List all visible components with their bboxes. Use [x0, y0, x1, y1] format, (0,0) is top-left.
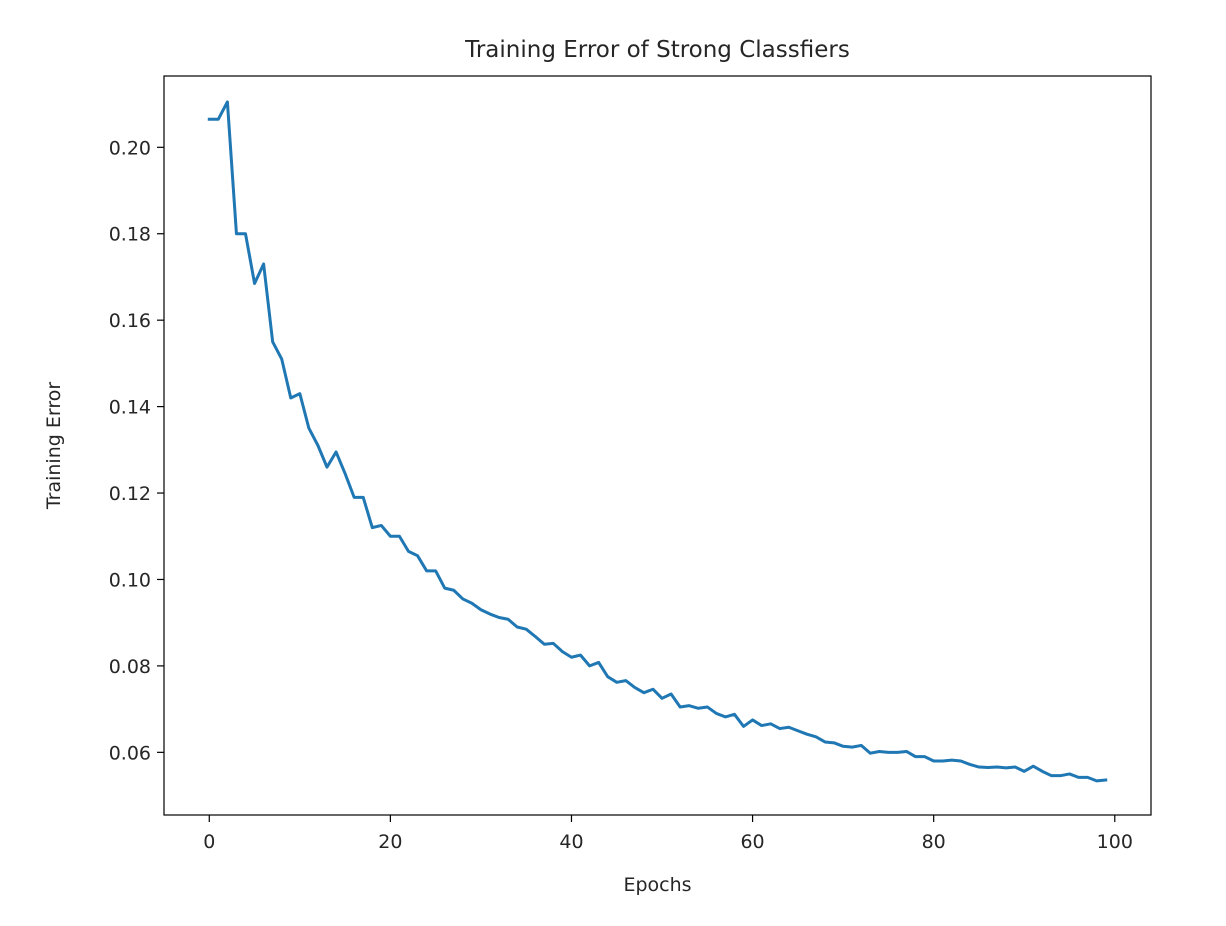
y-tick-label: 0.16 [109, 310, 151, 332]
y-tick-label: 0.18 [109, 224, 151, 246]
x-axis-title: Epochs [623, 874, 691, 896]
chart-title: Training Error of Strong Classfiers [464, 37, 850, 63]
y-tick-label: 0.06 [109, 742, 151, 764]
y-axis-title: Training Error [43, 382, 65, 511]
series-line-0 [207, 100, 1108, 783]
plot-frame [163, 75, 1152, 816]
y-tick-label: 0.10 [109, 569, 151, 591]
x-tick-label: 20 [378, 831, 402, 853]
axes-ticks: 0 20 40 60 80 100 0.06 0.08 0.10 0.12 0.14 0.16 0.18… [109, 137, 1133, 853]
y-tick-label: 0.20 [109, 137, 151, 159]
x-tick-label: 40 [559, 831, 583, 853]
y-tick-label: 0.14 [109, 397, 151, 419]
x-tick-label: 80 [922, 831, 946, 853]
series-layer [207, 100, 1108, 783]
x-tick-label: 100 [1097, 831, 1133, 853]
y-tick-label: 0.12 [109, 483, 151, 505]
x-tick-label: 0 [203, 831, 215, 853]
y-tick-label: 0.08 [109, 656, 151, 678]
x-tick-label: 60 [740, 831, 764, 853]
